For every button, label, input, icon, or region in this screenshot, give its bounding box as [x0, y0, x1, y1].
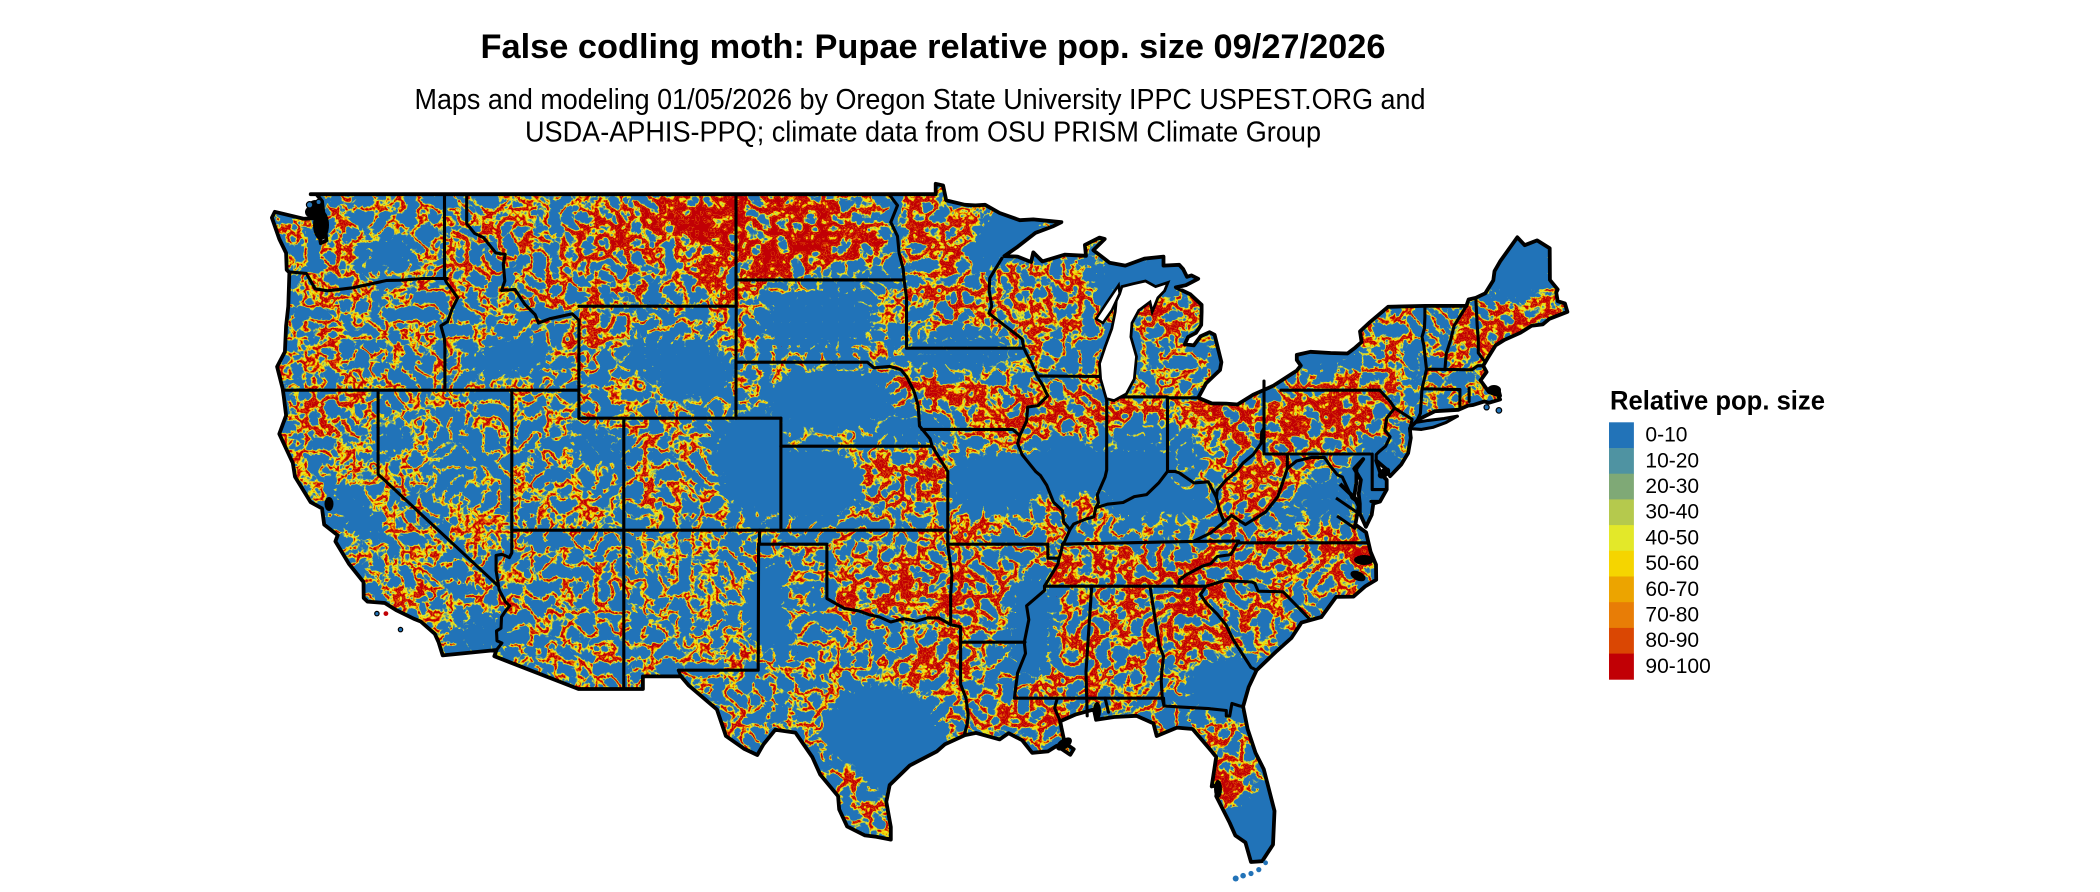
- svg-text:20-30: 20-30: [1645, 475, 1699, 498]
- svg-text:Relative pop. size: Relative pop. size: [1610, 385, 1825, 415]
- svg-text:False codling moth: Pupae rela: False codling moth: Pupae relative pop. …: [481, 28, 1386, 66]
- svg-text:50-60: 50-60: [1645, 552, 1699, 575]
- svg-text:0-10: 0-10: [1645, 424, 1687, 447]
- svg-text:Maps and modeling 01/05/2026 b: Maps and modeling 01/05/2026 by Oregon S…: [415, 84, 1426, 116]
- svg-text:90-100: 90-100: [1645, 655, 1710, 678]
- svg-text:40-50: 40-50: [1645, 526, 1699, 549]
- svg-text:70-80: 70-80: [1645, 604, 1699, 627]
- svg-text:10-20: 10-20: [1645, 449, 1699, 472]
- svg-text:60-70: 60-70: [1645, 578, 1699, 601]
- svg-text:USDA-APHIS-PPQ; climate data f: USDA-APHIS-PPQ; climate data from OSU PR…: [525, 116, 1321, 148]
- svg-text:80-90: 80-90: [1645, 629, 1699, 652]
- svg-text:30-40: 30-40: [1645, 501, 1699, 524]
